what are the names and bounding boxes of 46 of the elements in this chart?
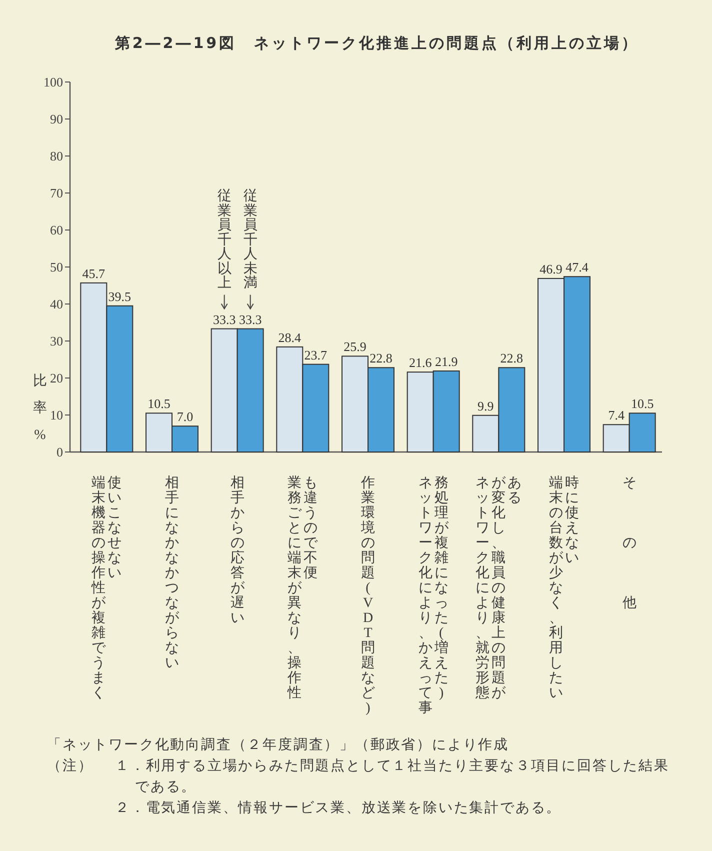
y-tick-label: 80 <box>50 148 63 164</box>
chart-title: 第2―2―19図 ネットワーク化推進上の問題点（利用上の立場） <box>114 34 640 53</box>
y-tick-label: 70 <box>50 186 63 200</box>
text: 「ネットワーク化動向調査（２年度調査）」（郵政省）により作成 <box>47 736 510 755</box>
category-label: 業務ごとに端末が異なり、操作性も違うので不便 <box>288 476 318 701</box>
data-label: 46.9 <box>540 261 562 276</box>
data-label: 39.5 <box>108 288 132 304</box>
data-label: 10.5 <box>630 396 654 412</box>
text: 従業員千人未満 <box>243 189 258 292</box>
category-label: 相手からの応答が遅い <box>230 476 244 626</box>
text: ２．電気通信業、情報サービス業、放送業を除いた集計である。 <box>115 799 563 818</box>
data-label: 28.4 <box>278 330 302 345</box>
data-label: 7.4 <box>608 408 625 423</box>
category-label: ネットワーク化により、就労形態が変化し、職員の健康上の問題がある <box>476 476 522 701</box>
y-tick-label: 10 <box>50 408 63 422</box>
y-tick-label: 30 <box>50 334 63 348</box>
y-tick-label: 100 <box>44 74 63 90</box>
y-tick-label: 60 <box>50 222 63 238</box>
category-label: 作業環境の問題(VDT問題など) <box>361 476 375 716</box>
category-label: その他 <box>622 476 636 611</box>
text: 従業員千人以上 <box>217 189 232 292</box>
data-label: 33.3 <box>238 312 262 327</box>
y-tick-label: 50 <box>50 260 63 274</box>
y-tick-label: 90 <box>50 112 63 126</box>
data-label: 22.8 <box>500 350 524 366</box>
data-label: 47.4 <box>566 260 589 275</box>
data-label: 21.9 <box>434 354 458 369</box>
text: （注） <box>47 757 94 776</box>
category-label: 端末機器の操作性が複雑でうまく使いこなせない <box>92 476 122 701</box>
data-label: 23.7 <box>304 347 328 362</box>
text: １．利用する立場からみた問題点として１社当たり主要な３項目に回答した結果である。 <box>115 757 670 797</box>
data-label: 21.6 <box>408 355 432 370</box>
data-label: 33.3 <box>212 312 236 327</box>
data-label: 45.7 <box>82 266 106 281</box>
data-label: 9.9 <box>478 398 494 414</box>
data-label: 10.5 <box>148 396 170 412</box>
data-label: 7.0 <box>176 409 194 424</box>
y-tick-label: 0 <box>56 444 63 460</box>
y-tick-label: 40 <box>50 296 63 312</box>
category-label: 端末の台数が少なく、利用したい時に使えない <box>549 476 579 701</box>
y-tick-label: 20 <box>50 370 63 386</box>
category-label: 相手になかなかつながらない <box>165 476 179 671</box>
category-label: ネットワーク化により、かえって事務処理が複雑になった(増えた) <box>418 476 448 716</box>
y-axis-title: 比率% <box>33 372 47 445</box>
data-label: 25.9 <box>344 339 366 354</box>
data-label: 22.8 <box>370 350 392 366</box>
